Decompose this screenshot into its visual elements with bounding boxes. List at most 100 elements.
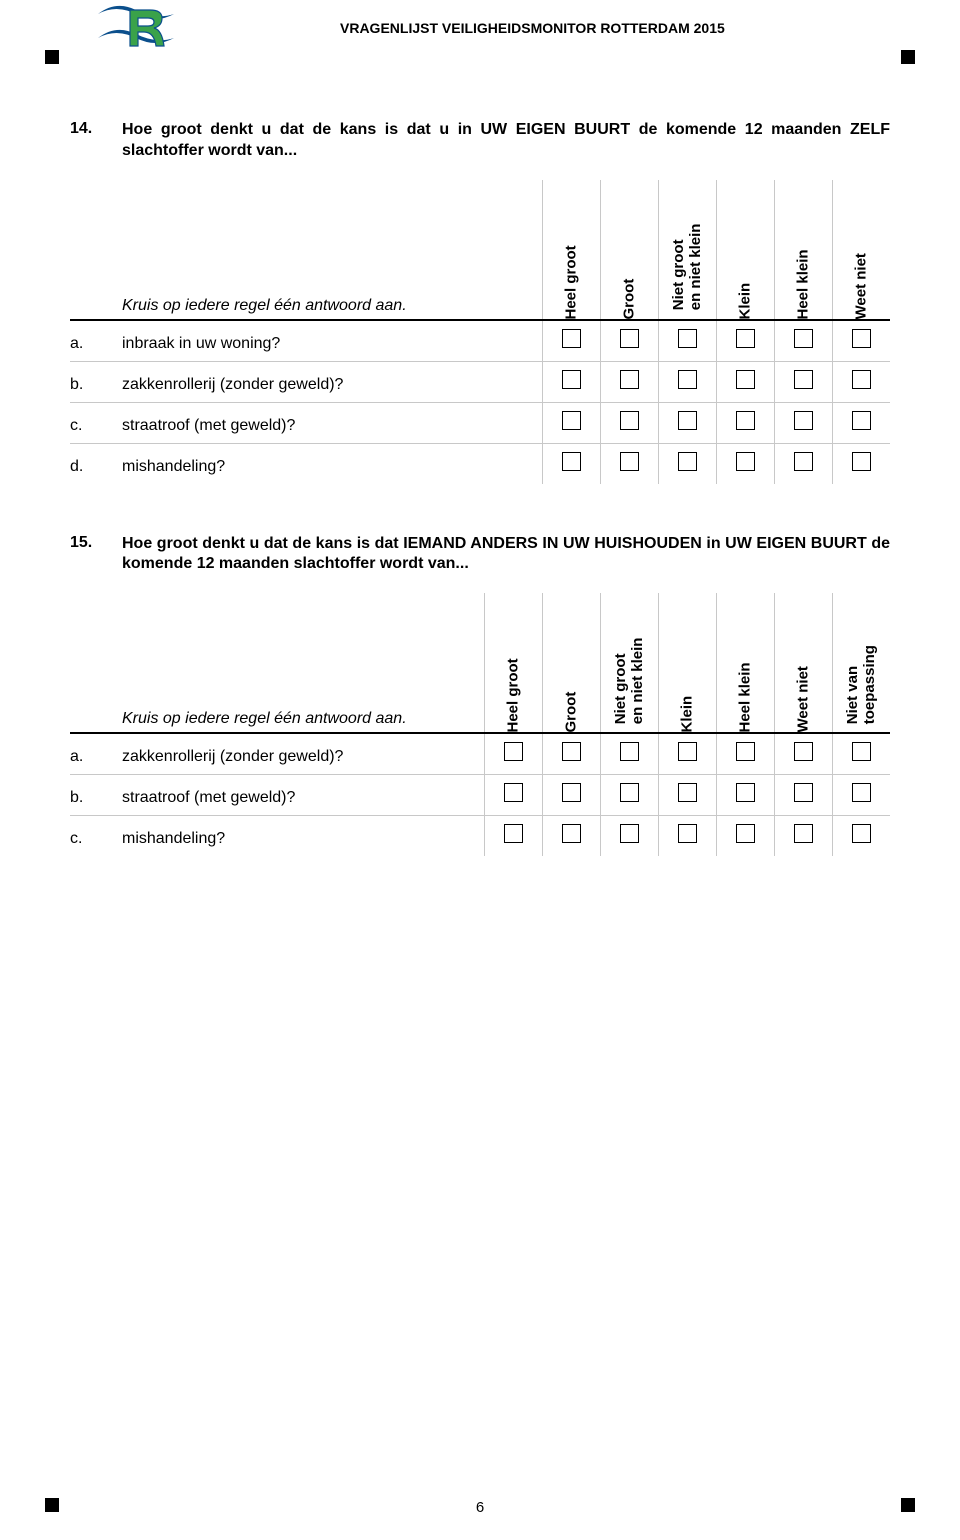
checkbox[interactable] [620, 452, 639, 471]
checkbox[interactable] [504, 742, 523, 761]
col-label-text: Niet groot en niet klein [612, 637, 646, 724]
checkbox[interactable] [562, 329, 581, 348]
col-header-klein: Klein [658, 593, 716, 733]
header-title: VRAGENLIJST VEILIGHEIDSMONITOR ROTTERDAM… [340, 20, 725, 36]
checkbox[interactable] [736, 742, 755, 761]
checkbox[interactable] [852, 783, 871, 802]
row-label: b.zakkenrollerij (zonder geweld)? [70, 361, 542, 402]
checkbox[interactable] [678, 452, 697, 471]
corner-marker-tl [45, 50, 59, 64]
checkbox[interactable] [794, 370, 813, 389]
checkbox[interactable] [562, 742, 581, 761]
page: VRAGENLIJST VEILIGHEIDSMONITOR ROTTERDAM… [0, 0, 960, 1540]
checkbox[interactable] [562, 370, 581, 389]
checkbox-cell [832, 775, 890, 816]
checkbox[interactable] [620, 370, 639, 389]
checkbox-cell [542, 816, 600, 857]
col-label: Heel groot [563, 299, 580, 319]
question-15-header-row: Kruis op iedere regel één antwoord aan. … [70, 593, 890, 733]
checkbox[interactable] [794, 329, 813, 348]
checkbox[interactable] [678, 411, 697, 430]
checkbox-cell [774, 361, 832, 402]
checkbox-cell [658, 361, 716, 402]
row-text: mishandeling? [122, 830, 225, 847]
checkbox[interactable] [620, 824, 639, 843]
checkbox[interactable] [736, 824, 755, 843]
checkbox-cell [832, 443, 890, 484]
checkbox[interactable] [852, 370, 871, 389]
checkbox-cell [542, 320, 600, 362]
col-header-weet-niet: Weet niet [774, 593, 832, 733]
row-text: zakkenrollerij (zonder geweld)? [122, 748, 343, 765]
col-label: Weet niet [795, 713, 812, 733]
checkbox-cell [716, 320, 774, 362]
checkbox[interactable] [620, 329, 639, 348]
table-row: a.inbraak in uw woning? [70, 320, 890, 362]
question-15-instruction: Kruis op iedere regel één antwoord aan. [70, 593, 484, 733]
checkbox-cell [832, 733, 890, 775]
checkbox[interactable] [794, 411, 813, 430]
checkbox-cell [600, 361, 658, 402]
checkbox[interactable] [562, 783, 581, 802]
page-number: 6 [476, 1499, 484, 1516]
checkbox[interactable] [678, 742, 697, 761]
checkbox[interactable] [736, 452, 755, 471]
checkbox-cell [600, 443, 658, 484]
checkbox-cell [484, 733, 542, 775]
checkbox[interactable] [794, 742, 813, 761]
checkbox-cell [716, 443, 774, 484]
checkbox-cell [716, 733, 774, 775]
checkbox[interactable] [794, 824, 813, 843]
checkbox-cell [658, 775, 716, 816]
checkbox-cell [716, 402, 774, 443]
checkbox[interactable] [736, 370, 755, 389]
checkbox[interactable] [852, 411, 871, 430]
checkbox[interactable] [504, 783, 523, 802]
checkbox-cell [542, 402, 600, 443]
checkbox[interactable] [678, 370, 697, 389]
col-header-klein: Klein [716, 180, 774, 320]
checkbox-cell [600, 320, 658, 362]
col-label: Klein [679, 713, 696, 733]
checkbox[interactable] [736, 411, 755, 430]
checkbox[interactable] [678, 783, 697, 802]
table-row: a.zakkenrollerij (zonder geweld)? [70, 733, 890, 775]
checkbox-cell [600, 402, 658, 443]
table-row: d.mishandeling? [70, 443, 890, 484]
checkbox[interactable] [736, 783, 755, 802]
checkbox[interactable] [852, 452, 871, 471]
question-14-instruction: Kruis op iedere regel één antwoord aan. [70, 180, 542, 320]
checkbox-cell [774, 775, 832, 816]
checkbox-cell [774, 402, 832, 443]
row-label: b.straatroof (met geweld)? [70, 775, 484, 816]
checkbox[interactable] [562, 452, 581, 471]
checkbox[interactable] [736, 329, 755, 348]
checkbox[interactable] [620, 411, 639, 430]
checkbox[interactable] [678, 824, 697, 843]
question-14-text: Hoe groot denkt u dat de kans is dat u i… [122, 120, 890, 162]
checkbox-cell [774, 320, 832, 362]
checkbox[interactable] [678, 329, 697, 348]
checkbox[interactable] [562, 824, 581, 843]
checkbox[interactable] [794, 783, 813, 802]
col-label: Groot [563, 713, 580, 733]
col-label: Heel groot [505, 713, 522, 733]
content-area: 14. Hoe groot denkt u dat de kans is dat… [70, 120, 890, 906]
checkbox[interactable] [852, 329, 871, 348]
col-header-heel-klein: Heel klein [774, 180, 832, 320]
checkbox[interactable] [794, 452, 813, 471]
checkbox[interactable] [620, 783, 639, 802]
checkbox[interactable] [852, 742, 871, 761]
checkbox[interactable] [562, 411, 581, 430]
row-label: a.inbraak in uw woning? [70, 320, 542, 362]
row-letter: d. [70, 458, 122, 476]
checkbox-cell [774, 816, 832, 857]
checkbox[interactable] [852, 824, 871, 843]
col-label: Niet groot en niet klein [612, 704, 647, 724]
checkbox[interactable] [620, 742, 639, 761]
row-letter: a. [70, 335, 122, 353]
checkbox[interactable] [504, 824, 523, 843]
col-header-groot: Groot [600, 180, 658, 320]
row-text: straatroof (met geweld)? [122, 417, 295, 434]
checkbox-cell [774, 733, 832, 775]
